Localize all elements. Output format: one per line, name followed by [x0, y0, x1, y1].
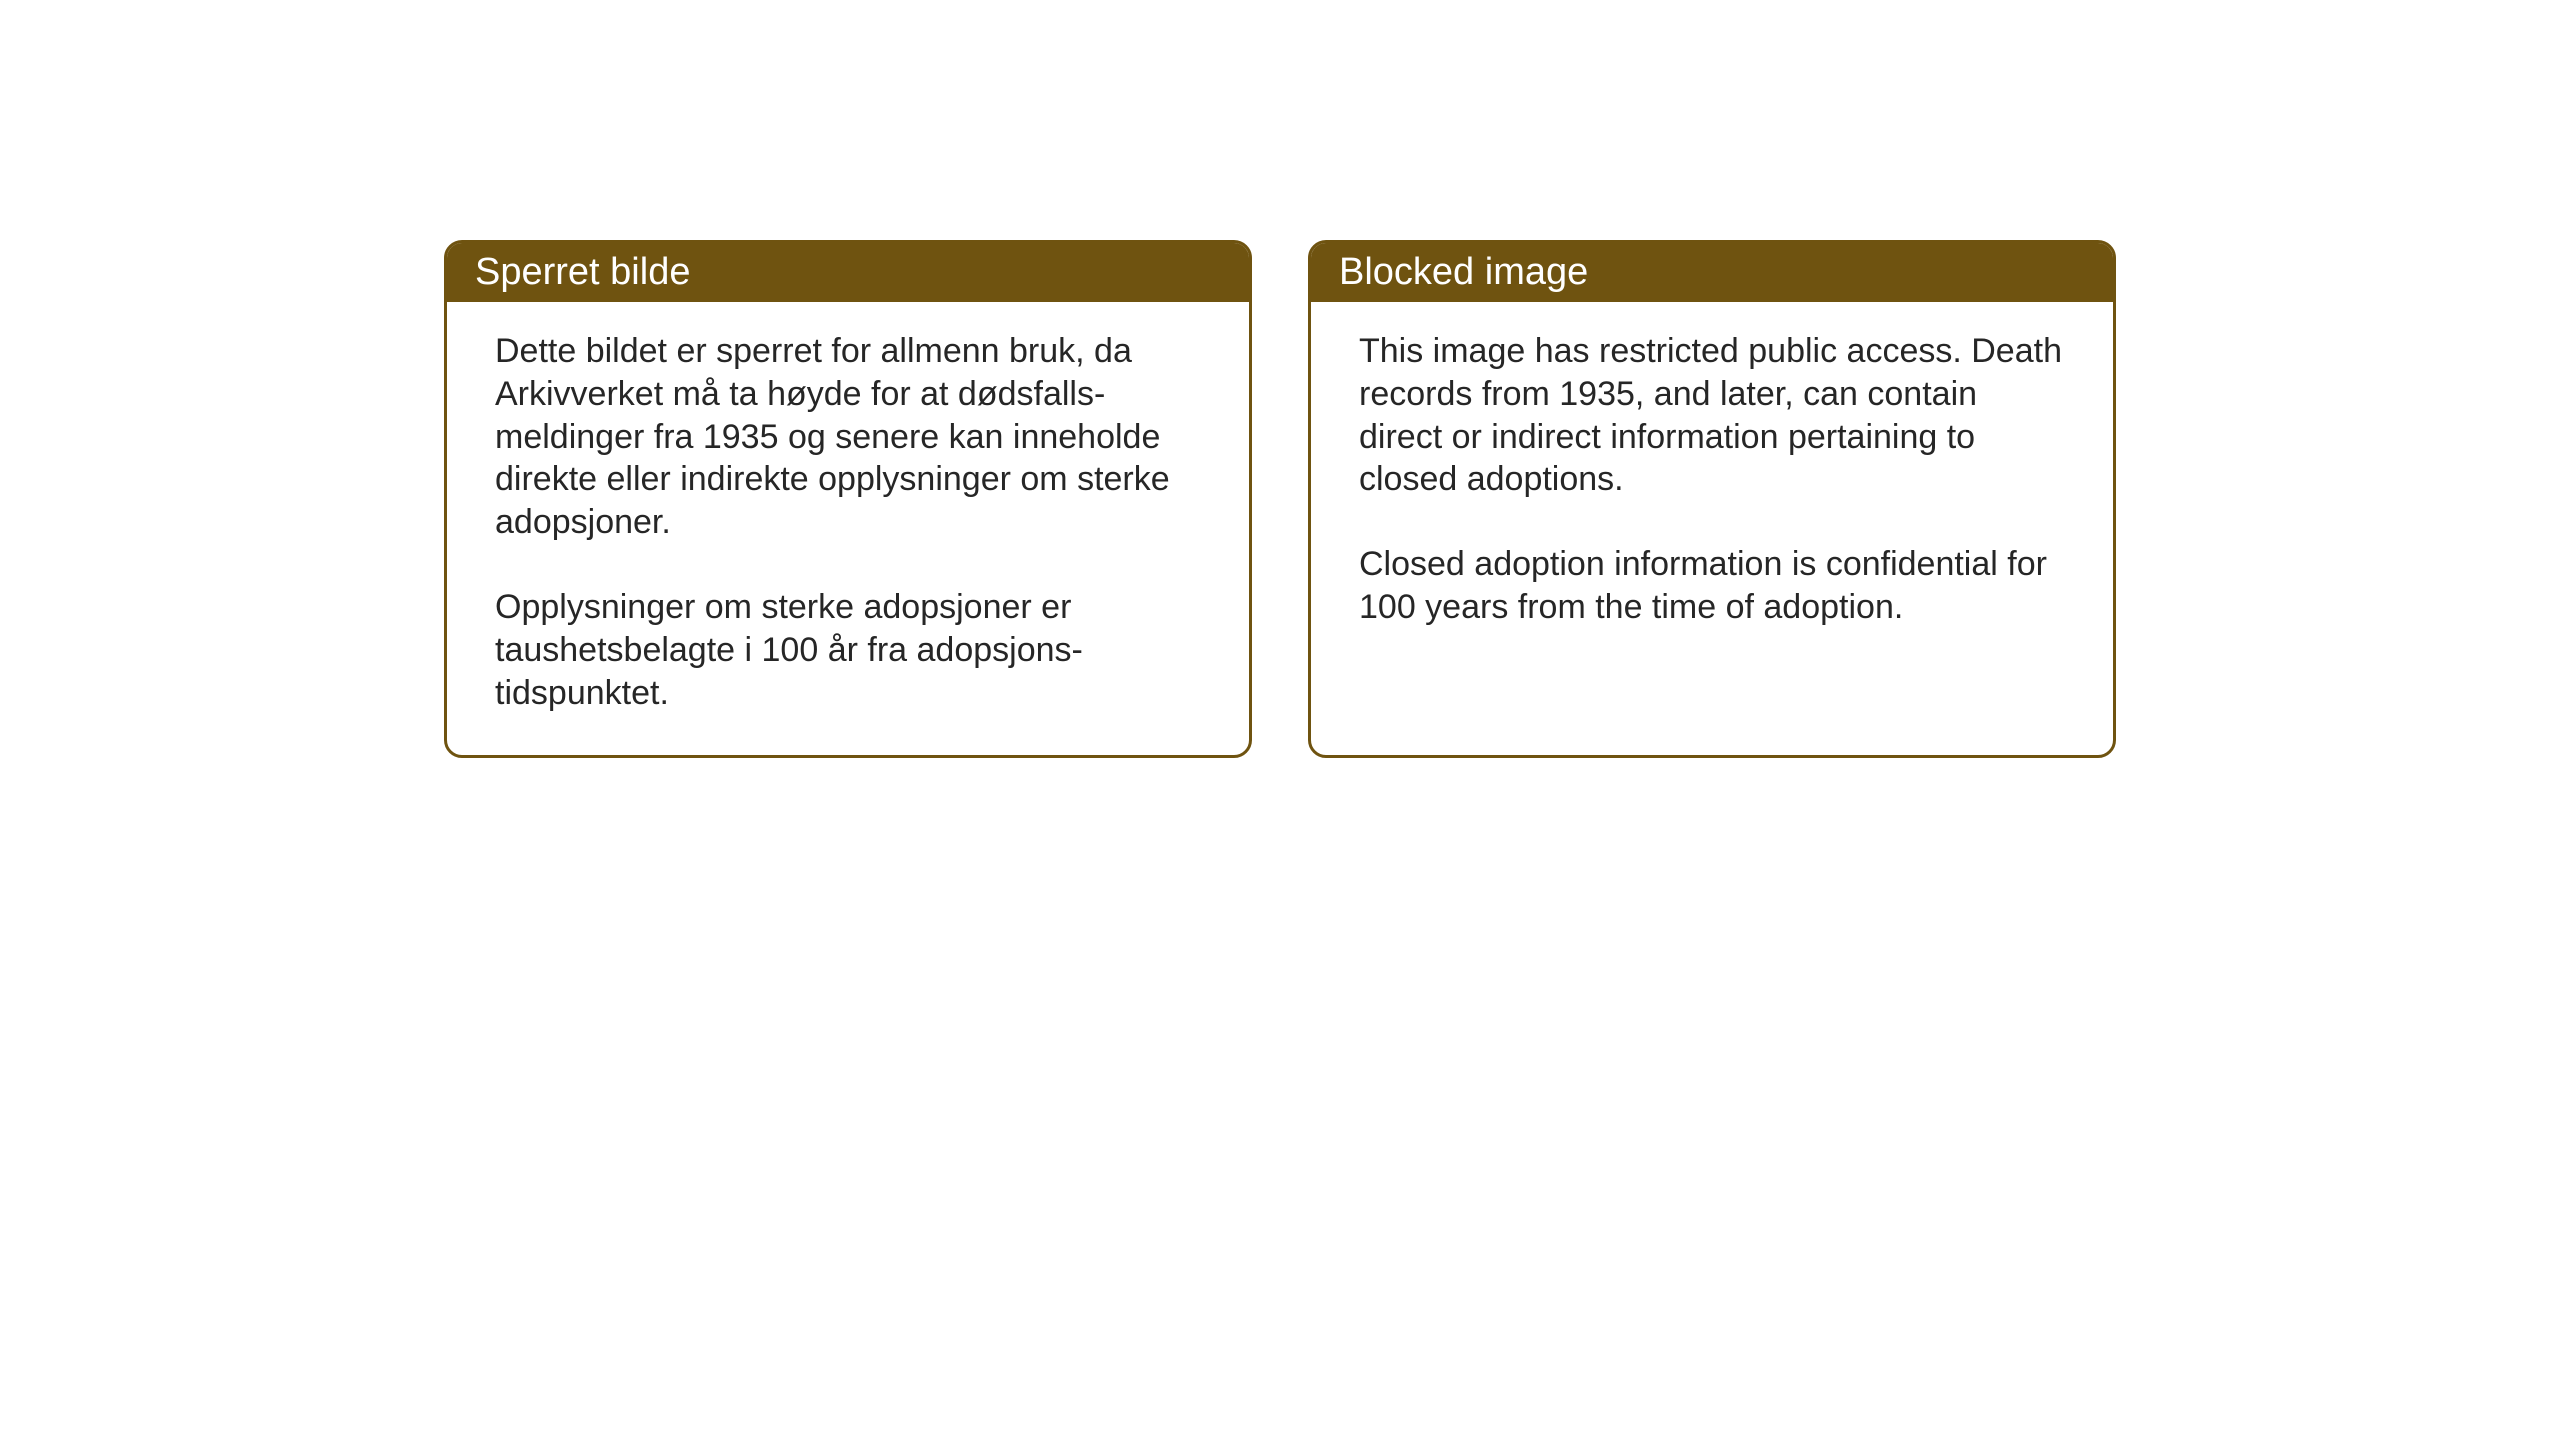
card-paragraph-1-english: This image has restricted public access.… — [1359, 330, 2065, 501]
card-paragraph-1-norwegian: Dette bildet er sperret for allmenn bruk… — [495, 330, 1201, 544]
card-body-english: This image has restricted public access.… — [1311, 302, 2113, 669]
card-body-norwegian: Dette bildet er sperret for allmenn bruk… — [447, 302, 1249, 755]
notice-card-container: Sperret bilde Dette bildet er sperret fo… — [444, 240, 2116, 758]
card-title-norwegian: Sperret bilde — [475, 251, 690, 293]
card-header-english: Blocked image — [1311, 243, 2113, 302]
card-paragraph-2-english: Closed adoption information is confident… — [1359, 543, 2065, 629]
notice-card-english: Blocked image This image has restricted … — [1308, 240, 2116, 758]
notice-card-norwegian: Sperret bilde Dette bildet er sperret fo… — [444, 240, 1252, 758]
card-header-norwegian: Sperret bilde — [447, 243, 1249, 302]
card-title-english: Blocked image — [1339, 251, 1588, 293]
card-paragraph-2-norwegian: Opplysninger om sterke adopsjoner er tau… — [495, 586, 1201, 714]
